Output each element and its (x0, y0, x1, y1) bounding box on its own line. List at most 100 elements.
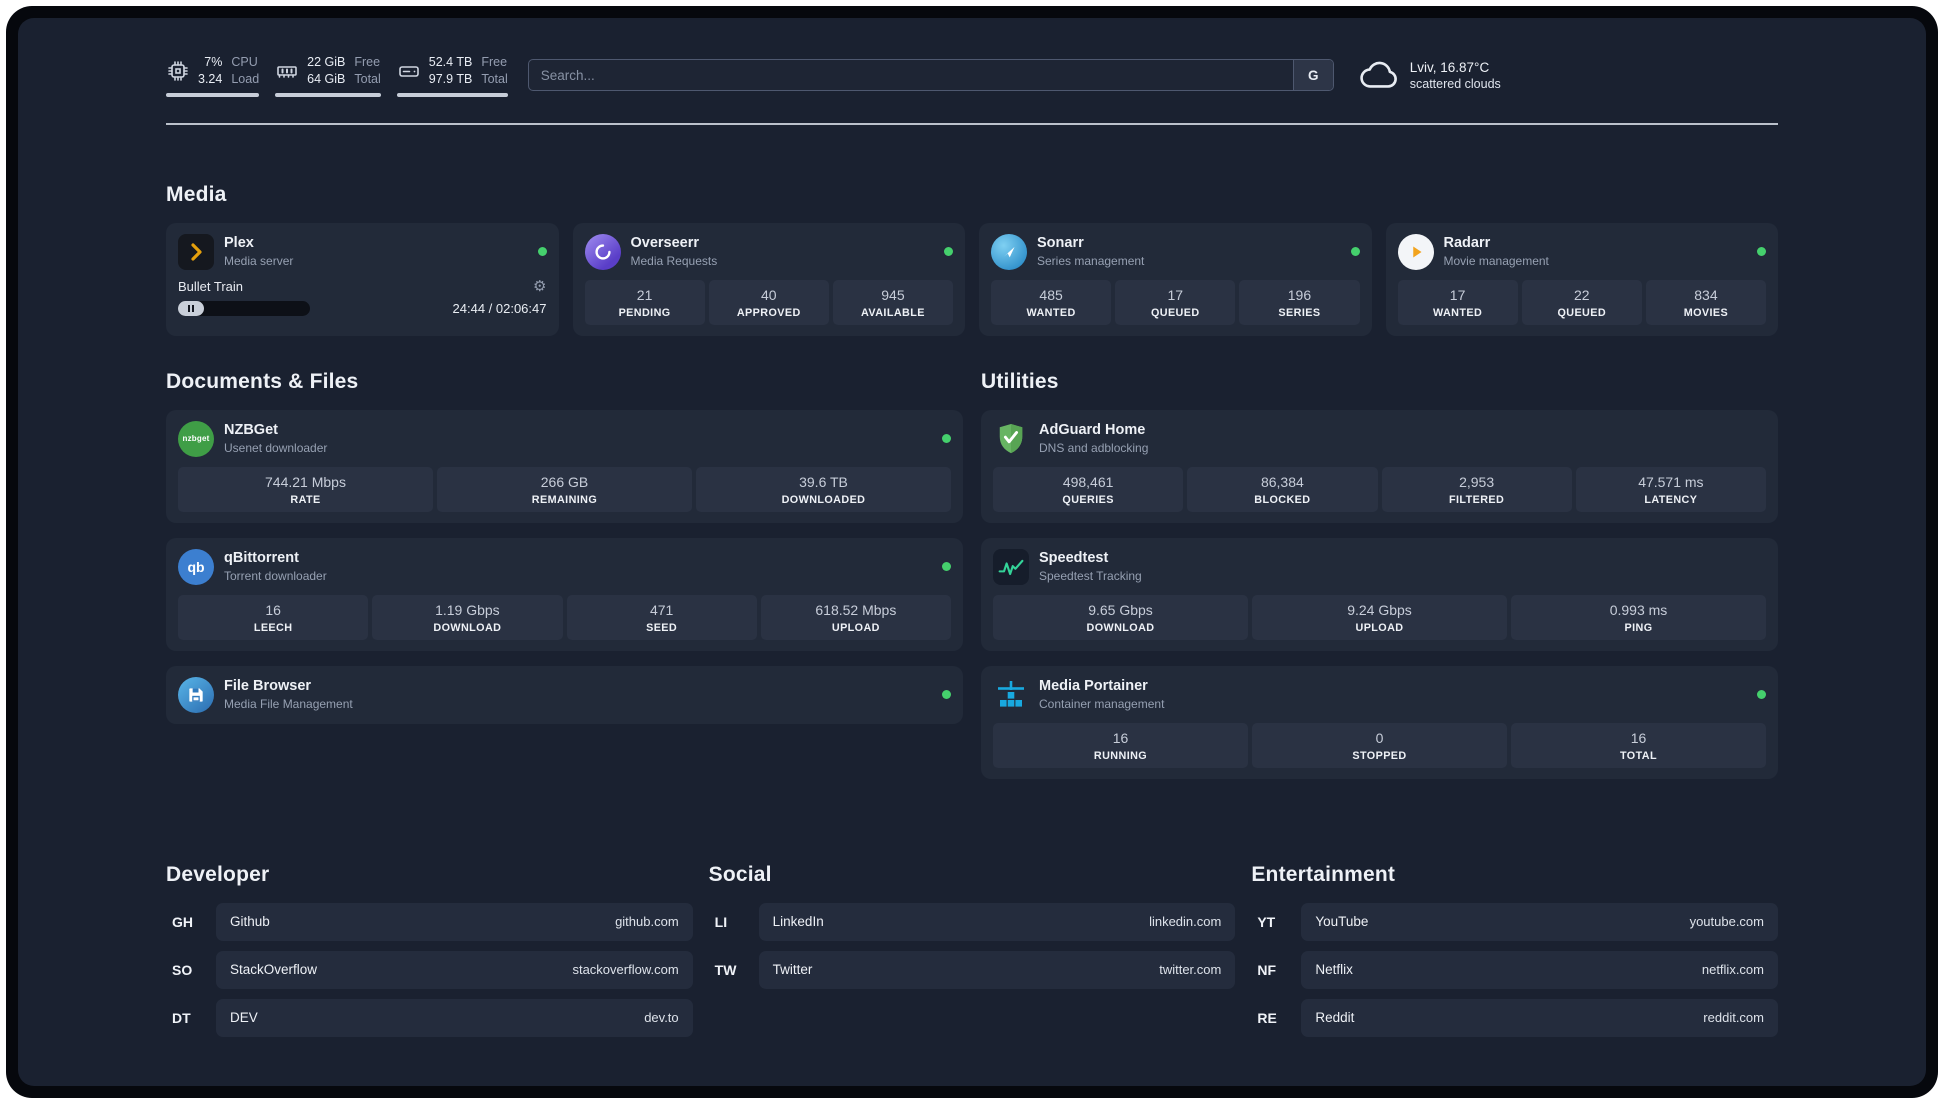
link-name: Twitter (772, 962, 813, 977)
search-input[interactable] (528, 60, 1293, 91)
qbittorrent-stats: 16 LEECH 1.19 Gbps DOWNLOAD 471 SEED 6 (178, 594, 951, 640)
link-youtube[interactable]: YouTube youtube.com (1301, 902, 1778, 941)
disk-free-label: Free (481, 55, 508, 69)
social-section-title: Social (708, 862, 772, 886)
status-dot (1757, 247, 1766, 256)
stat-label: REMAINING (531, 493, 598, 506)
mid-columns: Documents & Files nzbget NZBGet Usenet d… (166, 370, 1778, 779)
service-subtitle: Usenet downloader (224, 441, 328, 455)
link-url: linkedin.com (1149, 914, 1222, 929)
link-reddit[interactable]: Reddit reddit.com (1301, 998, 1778, 1037)
stat-value: 9.24 Gbps (1347, 601, 1412, 618)
entertainment-links: YT YouTube youtube.com NF Netflix netfli… (1251, 902, 1778, 1037)
link-row-github: GH Github github.com (166, 902, 693, 941)
service-card-sonarr[interactable]: Sonarr Series management 485 WANTED 17 Q… (979, 222, 1372, 336)
now-playing-title: Bullet Train (178, 278, 244, 294)
service-subtitle: DNS and adblocking (1039, 441, 1149, 455)
service-card-adguard[interactable]: AdGuard Home DNS and adblocking 498,461 … (981, 409, 1778, 523)
link-twitter[interactable]: Twitter twitter.com (758, 950, 1236, 989)
link-dev[interactable]: DEV dev.to (216, 998, 693, 1037)
service-card-filebrowser[interactable]: File Browser Media File Management (166, 665, 963, 724)
disk-free-value: 52.4 TB (428, 55, 473, 69)
stat-remaining: 266 GB REMAINING (437, 466, 692, 512)
portainer-card-head: Media Portainer Container management (993, 677, 1766, 713)
link-abbr: YT (1257, 913, 1276, 930)
playback-progress-bar[interactable] (178, 300, 310, 316)
portainer-titles: Media Portainer Container management (1039, 678, 1747, 711)
social-links: LI LinkedIn linkedin.com TW Twitter twit… (709, 902, 1236, 989)
link-name: StackOverflow (230, 962, 318, 977)
link-abbr: RE (1257, 1009, 1277, 1026)
service-card-portainer[interactable]: Media Portainer Container management 16 … (981, 665, 1778, 779)
stat-rate: 744.21 Mbps RATE (178, 466, 433, 512)
link-name: Reddit (1315, 1010, 1355, 1025)
stat-value: 16 (1112, 729, 1129, 746)
service-card-radarr[interactable]: Radarr Movie management 17 WANTED 22 QUE… (1385, 222, 1778, 336)
media-section-title: Media (166, 182, 227, 206)
stat-value: 17 (1449, 286, 1466, 303)
stat-label: STOPPED (1352, 749, 1407, 762)
section-social: Social LI LinkedIn linkedin.com TW Twitt… (709, 863, 1236, 1037)
stat-label: DOWNLOAD (433, 621, 502, 634)
qbittorrent-icon-text: qb (187, 558, 205, 575)
service-card-speedtest[interactable]: Speedtest Speedtest Tracking 9.65 Gbps D… (981, 537, 1778, 651)
playback-time: 24:44 / 02:06:47 (452, 300, 547, 316)
cpu-usage-value: 7% (204, 55, 223, 69)
stat-value: 471 (649, 601, 674, 618)
stat-label: TOTAL (1620, 749, 1657, 762)
link-url: twitter.com (1159, 962, 1222, 977)
cpu-usage-label: CPU (231, 55, 258, 69)
section-entertainment: Entertainment YT YouTube youtube.com NF … (1251, 863, 1778, 1037)
link-netflix[interactable]: Netflix netflix.com (1301, 950, 1778, 989)
service-card-plex[interactable]: Plex Media server Bullet Train ⚙ 24:4 (166, 222, 559, 336)
status-dot (942, 562, 951, 571)
stat-blocked: 86,384 BLOCKED (1187, 466, 1378, 512)
stat-value: 86,384 (1260, 473, 1304, 490)
stat-label: PENDING (618, 306, 671, 319)
status-dot (942, 690, 951, 699)
stat-label: FILTERED (1449, 493, 1505, 506)
stat-wanted: 485 WANTED (991, 279, 1112, 325)
service-card-qbittorrent[interactable]: qb qBittorrent Torrent downloader 16 LEE… (166, 537, 963, 651)
ram-metric-top: 22 GiB Free 64 GiB Total (275, 54, 381, 88)
stat-label: MOVIES (1683, 306, 1729, 319)
utilities-section-title: Utilities (981, 369, 1059, 393)
disk-metric-top: 52.4 TB Free 97.9 TB Total (397, 54, 508, 88)
stat-seed: 471 SEED (566, 594, 757, 640)
stat-ping: 0.993 ms PING (1511, 594, 1766, 640)
stat-value: 0.993 ms (1609, 601, 1668, 618)
stat-label: UPLOAD (1355, 621, 1404, 634)
service-card-overseerr[interactable]: Overseerr Media Requests 21 PENDING 40 A… (572, 222, 965, 336)
cpu-icon (166, 59, 190, 83)
link-abbr: NF (1257, 961, 1276, 978)
stat-value: 40 (760, 286, 777, 303)
link-url: netflix.com (1701, 962, 1764, 977)
link-abbr: DT (172, 1009, 191, 1026)
service-subtitle: Torrent downloader (224, 569, 327, 583)
ram-total-label: Total (354, 72, 381, 87)
service-card-nzbget[interactable]: nzbget NZBGet Usenet downloader 744.21 M… (166, 409, 963, 523)
gear-icon[interactable]: ⚙ (533, 277, 547, 295)
stat-download: 9.65 Gbps DOWNLOAD (993, 594, 1248, 640)
link-github[interactable]: Github github.com (216, 902, 693, 941)
cpu-readout: 7% CPU 3.24 Load (198, 54, 259, 88)
stat-wanted: 17 WANTED (1397, 279, 1518, 325)
link-abbr: SO (172, 961, 193, 978)
link-row-youtube: YT YouTube youtube.com (1251, 902, 1778, 941)
stat-label: BLOCKED (1254, 493, 1311, 506)
link-stackoverflow[interactable]: StackOverflow stackoverflow.com (216, 950, 693, 989)
weather-widget: Lviv, 16.87°C scattered clouds (1358, 59, 1501, 91)
stat-value: 498,461 (1062, 473, 1114, 490)
stat-leech: 16 LEECH (178, 594, 369, 640)
developer-section-title: Developer (166, 862, 270, 886)
nzbget-icon-text: nzbget (182, 434, 210, 443)
link-url: dev.to (644, 1010, 679, 1025)
link-row-twitter: TW Twitter twitter.com (709, 950, 1236, 989)
stat-series: 196 SERIES (1239, 279, 1360, 325)
search-engine-button[interactable]: G (1292, 60, 1333, 91)
service-name: Radarr (1443, 235, 1491, 251)
stat-label: WANTED (1432, 306, 1483, 319)
link-linkedin[interactable]: LinkedIn linkedin.com (758, 902, 1236, 941)
stat-download: 1.19 Gbps DOWNLOAD (372, 594, 563, 640)
weather-text: Lviv, 16.87°C scattered clouds (1410, 60, 1501, 91)
